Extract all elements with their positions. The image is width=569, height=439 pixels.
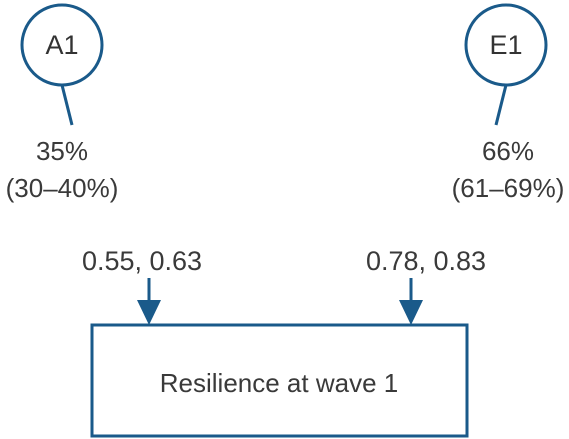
- outcome-box: Resilience at wave 1: [90, 323, 469, 438]
- node-e1-estimate: 66%: [482, 136, 534, 166]
- node-a1: A1: [20, 3, 104, 87]
- outcome-label: Resilience at wave 1: [160, 368, 398, 398]
- path-a1-arrow: [137, 278, 161, 325]
- path-e1-coefficients: 0.78, 0.83: [366, 246, 486, 276]
- node-a1-interval: (30–40%): [6, 173, 119, 203]
- node-e1: E1: [464, 3, 548, 87]
- node-e1-label: E1: [489, 30, 522, 60]
- node-e1-connector: [494, 84, 508, 126]
- node-a1-connector: [60, 84, 74, 126]
- path-a1-coefficients: 0.55, 0.63: [82, 246, 202, 276]
- node-a1-estimate: 35%: [36, 136, 88, 166]
- node-e1-interval: (61–69%): [452, 173, 565, 203]
- node-a1-label: A1: [45, 30, 78, 60]
- path-e1-arrow: [399, 278, 423, 325]
